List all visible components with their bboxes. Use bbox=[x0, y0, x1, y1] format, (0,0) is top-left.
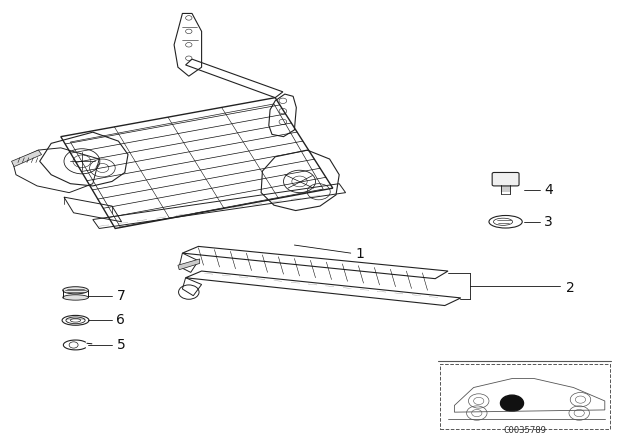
Text: 5: 5 bbox=[116, 338, 125, 352]
Text: 2: 2 bbox=[566, 280, 575, 295]
Text: 6: 6 bbox=[116, 313, 125, 327]
Text: 7: 7 bbox=[116, 289, 125, 303]
FancyBboxPatch shape bbox=[492, 172, 519, 186]
Text: 4: 4 bbox=[544, 183, 553, 198]
Ellipse shape bbox=[63, 287, 88, 294]
Polygon shape bbox=[178, 259, 200, 270]
Circle shape bbox=[500, 395, 524, 411]
Ellipse shape bbox=[63, 295, 88, 300]
Text: C0035789: C0035789 bbox=[503, 426, 547, 435]
Text: 1: 1 bbox=[355, 247, 364, 262]
Text: 3: 3 bbox=[544, 215, 553, 229]
Polygon shape bbox=[12, 150, 42, 167]
